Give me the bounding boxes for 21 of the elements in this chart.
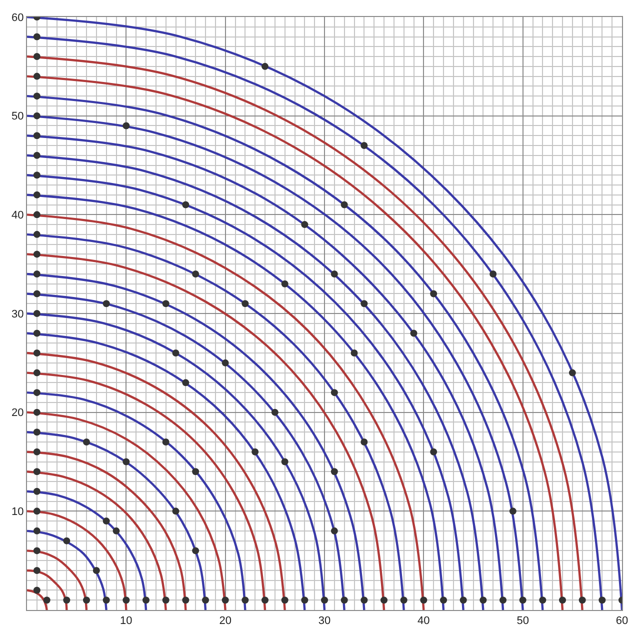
y-tick-label: 50 <box>12 110 24 123</box>
line-series <box>27 490 148 610</box>
y-tick-label: 20 <box>12 407 24 420</box>
line-series <box>27 530 108 610</box>
y-tick-label: 60 <box>12 12 24 24</box>
y-tick-label: 30 <box>12 308 24 320</box>
line-series <box>27 391 246 610</box>
x-tick-label: 40 <box>418 615 430 628</box>
line-series <box>27 510 128 610</box>
line-series <box>27 470 167 610</box>
x-tick-label: 20 <box>219 615 232 628</box>
line-series <box>27 550 88 610</box>
line-series <box>27 411 226 610</box>
x-tick-label: 10 <box>120 615 132 628</box>
x-tick-label: 50 <box>516 615 529 628</box>
x-tick-label: 30 <box>318 615 331 628</box>
y-tick-label: 40 <box>12 210 24 222</box>
y-tick-label: 10 <box>12 506 24 518</box>
x-tick-label: 60 <box>616 615 628 628</box>
line-series <box>27 431 207 610</box>
line-series <box>27 450 187 610</box>
